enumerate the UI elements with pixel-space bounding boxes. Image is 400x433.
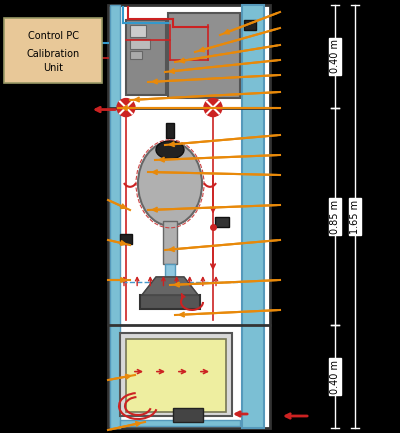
Bar — [166, 123, 174, 138]
Text: Unit: Unit — [43, 63, 63, 73]
Text: 0.85 m: 0.85 m — [330, 200, 340, 233]
Ellipse shape — [138, 142, 202, 226]
Bar — [173, 408, 203, 422]
Bar — [163, 221, 177, 265]
Bar — [120, 420, 240, 426]
Bar — [126, 20, 166, 94]
Bar — [120, 234, 132, 244]
Bar — [130, 25, 146, 37]
Text: 0.40 m: 0.40 m — [330, 39, 340, 73]
Bar — [108, 5, 270, 428]
Bar — [130, 39, 150, 49]
Circle shape — [117, 99, 135, 116]
Bar — [140, 295, 200, 309]
Text: Calibration: Calibration — [26, 49, 80, 59]
Bar — [4, 18, 102, 83]
Text: 1.65 m: 1.65 m — [350, 200, 360, 233]
Bar — [130, 51, 142, 59]
Bar — [168, 13, 240, 97]
Text: 0.40 m: 0.40 m — [330, 360, 340, 394]
Circle shape — [204, 99, 222, 116]
Polygon shape — [142, 277, 198, 295]
Text: Control PC: Control PC — [28, 31, 78, 41]
Bar — [110, 5, 120, 428]
Bar — [244, 20, 256, 30]
Bar — [242, 5, 264, 428]
Bar — [165, 265, 175, 308]
Bar — [120, 333, 232, 416]
Ellipse shape — [156, 141, 184, 159]
Bar — [215, 216, 229, 226]
Bar — [126, 339, 226, 412]
